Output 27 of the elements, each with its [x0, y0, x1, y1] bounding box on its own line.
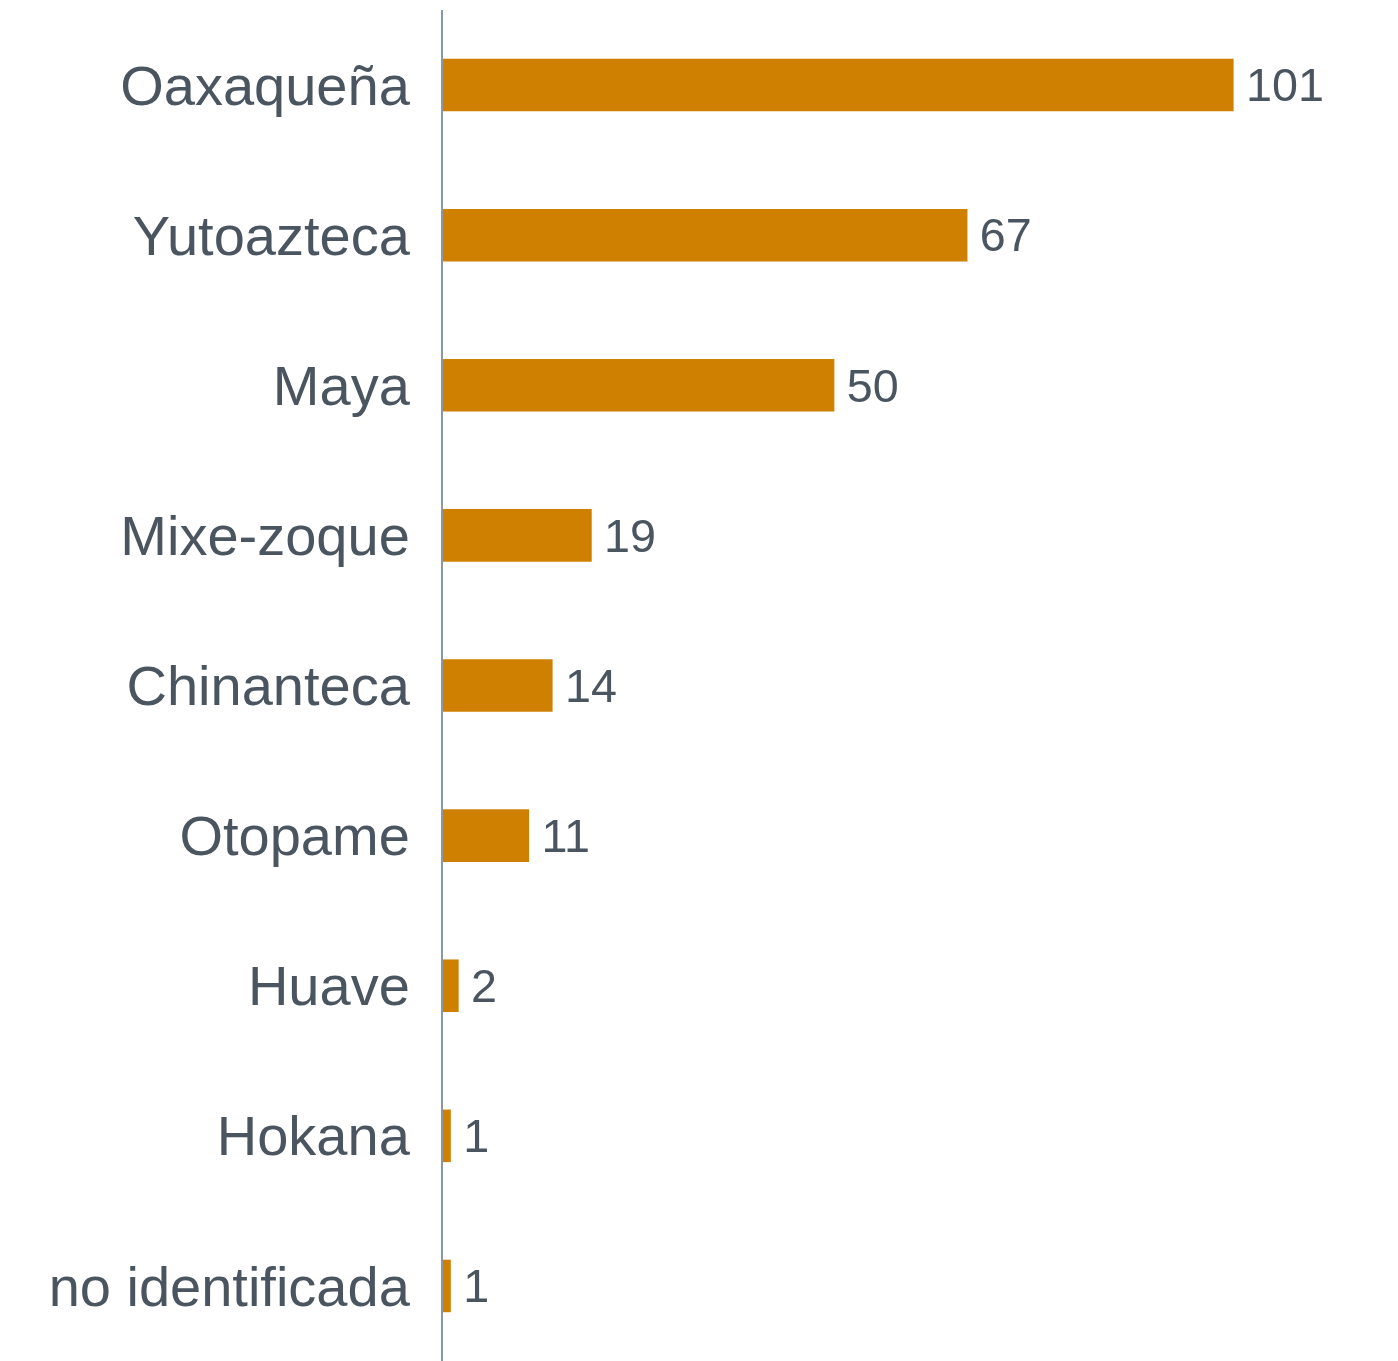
data-label: 101	[1236, 59, 1324, 112]
bar	[443, 359, 835, 412]
y-tick-label: Oaxaqueña	[120, 53, 411, 117]
y-tick-label: Hokana	[216, 1104, 411, 1168]
data-label: 14	[555, 659, 617, 712]
y-tick-label: Otopame	[179, 804, 410, 868]
data-label: 11	[532, 809, 590, 862]
y-tick-label: Mixe-zoque	[120, 503, 410, 567]
data-label: 1	[453, 1260, 490, 1313]
y-tick-label: Yutoazteca	[132, 203, 411, 267]
bar	[443, 959, 459, 1012]
bar	[443, 1259, 451, 1313]
bar	[443, 659, 553, 712]
data-label: 19	[594, 509, 657, 562]
bar	[443, 208, 968, 262]
data-label: 50	[837, 359, 899, 412]
data-label: 67	[970, 209, 1032, 262]
data-label: 2	[461, 959, 497, 1012]
bar	[443, 509, 592, 562]
y-tick-label: Huave	[247, 954, 410, 1018]
y-tick-label: Chinanteca	[126, 654, 411, 718]
data-label: 1	[453, 1110, 490, 1163]
bar	[443, 809, 530, 862]
y-tick-label: no identificada	[48, 1254, 411, 1318]
bar	[443, 58, 1234, 112]
y-tick-label: Maya	[272, 353, 411, 417]
bar	[443, 1109, 451, 1163]
